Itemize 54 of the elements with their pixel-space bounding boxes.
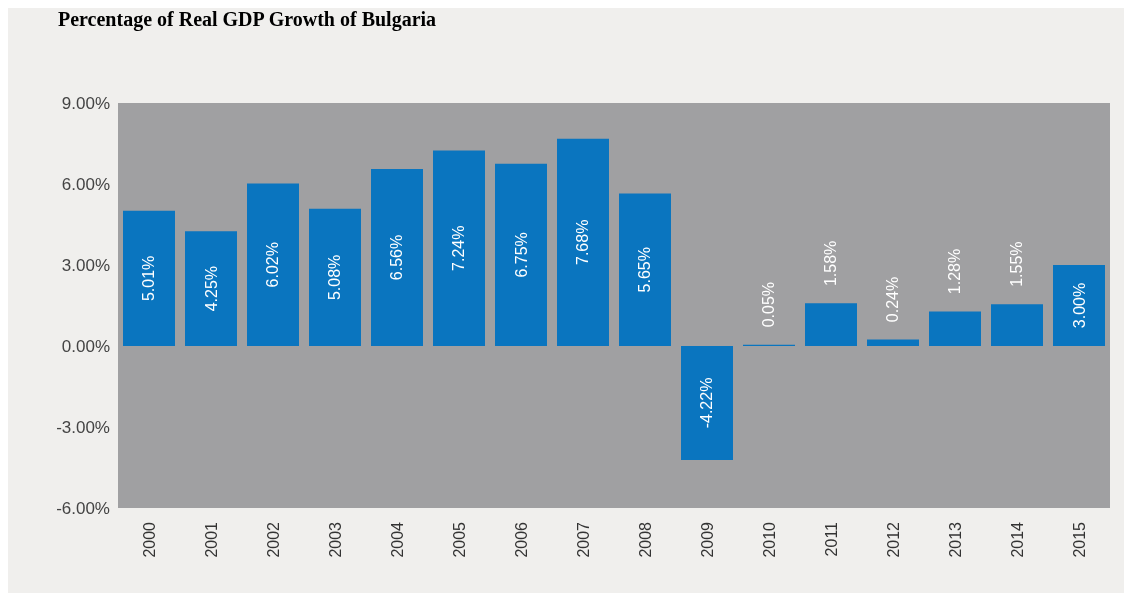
data-label: 6.75%	[512, 232, 530, 278]
x-tick-label: 2007	[574, 521, 592, 558]
bar	[185, 231, 237, 346]
data-label: 7.24%	[450, 225, 468, 271]
x-tick-label: 2009	[698, 521, 716, 558]
bar	[867, 339, 919, 346]
data-label: -4.22%	[698, 377, 716, 429]
bar	[433, 150, 485, 346]
x-tick-label: 2014	[1008, 521, 1026, 558]
y-tick-label: 3.00%	[61, 256, 110, 276]
bar	[681, 346, 733, 460]
x-tick-label: 2006	[512, 521, 530, 558]
data-label: 1.55%	[1008, 241, 1026, 287]
x-tick-label: 2008	[636, 521, 654, 558]
y-tick-label: -3.00%	[56, 418, 110, 438]
data-label: 5.08%	[326, 254, 344, 301]
data-label: 3.00%	[1070, 282, 1088, 329]
bar	[929, 311, 981, 346]
bar	[495, 163, 547, 346]
y-tick-label: 6.00%	[61, 175, 110, 195]
data-label: 7.68%	[574, 219, 592, 266]
x-tick-label: 2015	[1070, 521, 1088, 558]
y-tick-label: -6.00%	[56, 499, 110, 519]
data-label: 6.56%	[388, 234, 406, 281]
bar	[247, 183, 299, 346]
data-label: 1.58%	[822, 240, 840, 287]
y-tick-label: 0.00%	[61, 337, 110, 357]
chart-title: Percentage of Real GDP Growth of Bulgaria	[58, 8, 437, 31]
data-label: 0.24%	[884, 276, 902, 323]
bar	[123, 210, 175, 346]
x-tick-label: 2012	[884, 521, 902, 558]
x-tick-label: 2013	[946, 521, 964, 558]
x-tick-label: 2005	[450, 521, 468, 558]
data-label: 4.25%	[202, 265, 220, 312]
x-tick-label: 2003	[326, 521, 344, 558]
x-tick-label: 2011	[822, 521, 840, 557]
data-label: 0.05%	[760, 281, 778, 328]
x-tick-label: 2002	[264, 521, 282, 558]
x-tick-label: 2010	[760, 521, 778, 558]
y-tick-label: 9.00%	[61, 94, 110, 114]
bar	[1053, 265, 1105, 346]
data-label: 1.28%	[946, 248, 964, 295]
bar	[309, 208, 361, 346]
bar	[619, 193, 671, 346]
bar	[557, 138, 609, 346]
x-tick-label: 2000	[140, 521, 158, 558]
x-tick-label: 2001	[202, 521, 220, 558]
data-label: 5.01%	[140, 255, 158, 302]
bar	[805, 303, 857, 346]
bar	[991, 304, 1043, 346]
data-label: 6.02%	[264, 242, 282, 288]
bar	[371, 168, 423, 346]
data-label: 5.65%	[636, 247, 654, 293]
x-tick-label: 2004	[388, 521, 406, 558]
